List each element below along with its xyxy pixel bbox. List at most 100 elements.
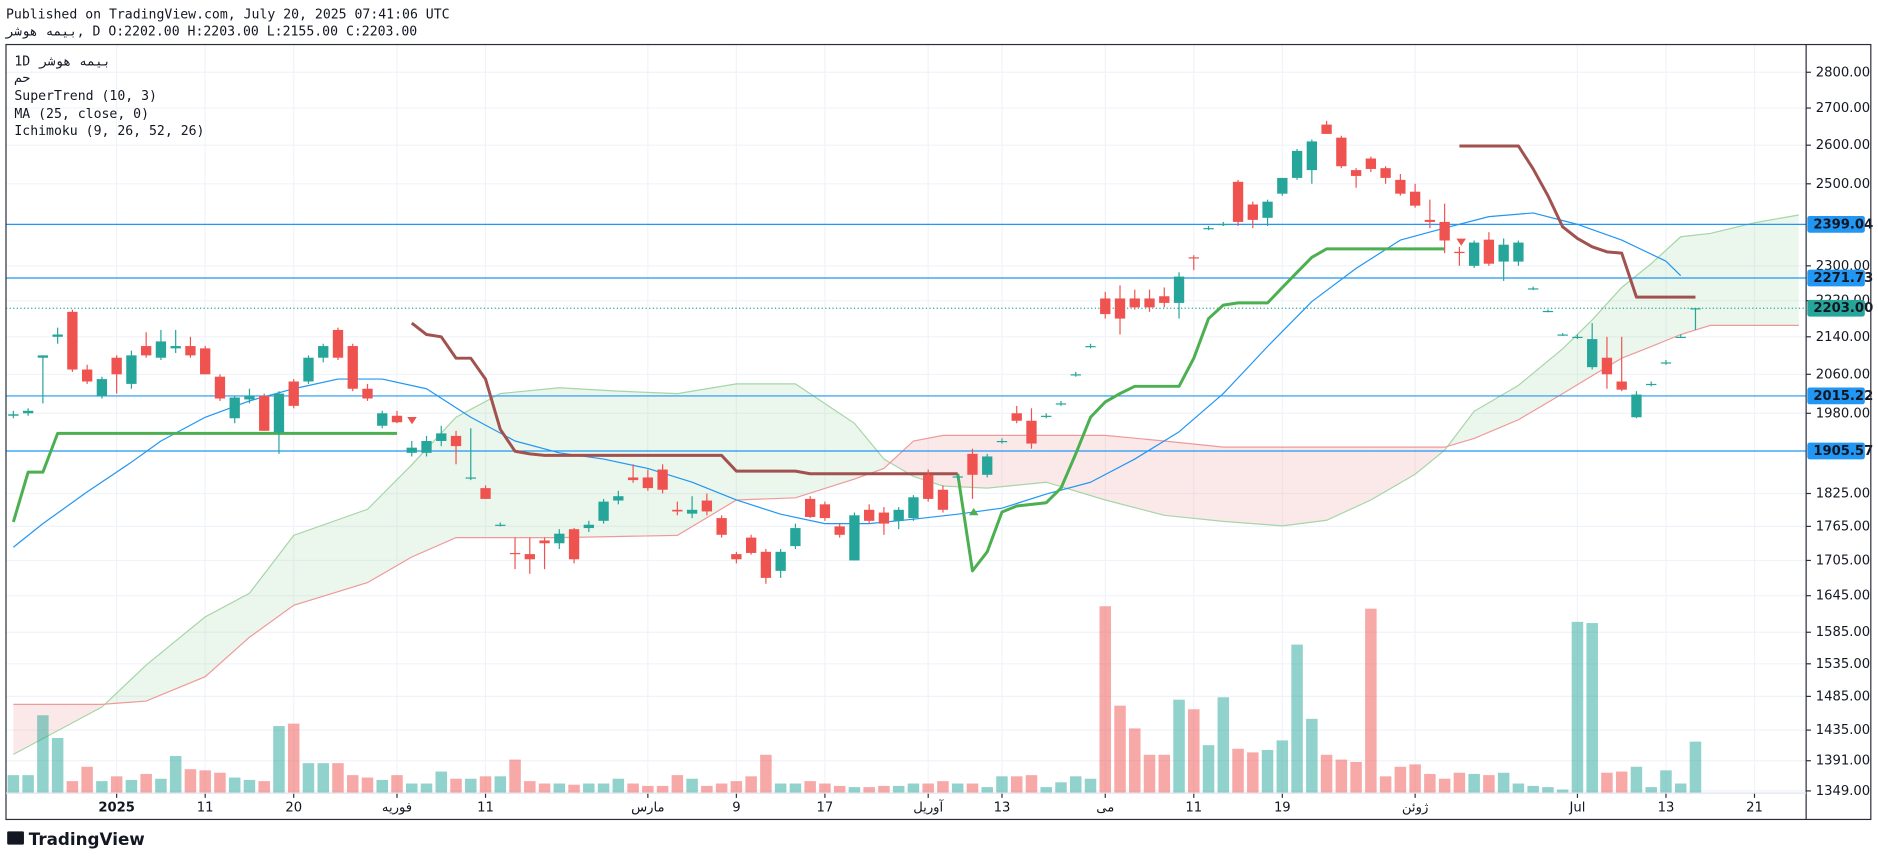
volume-bar — [420, 783, 433, 794]
candle-body — [1380, 168, 1391, 178]
volume-bar — [553, 783, 566, 794]
cloud-segment — [1651, 236, 1681, 347]
candle-body — [864, 509, 875, 521]
volume-bar — [1055, 782, 1067, 794]
candle-body — [347, 346, 358, 389]
volume-bar — [361, 777, 374, 794]
x-tick-label: آوریل — [913, 798, 944, 815]
candle-body — [421, 440, 432, 453]
volume-bar — [228, 777, 241, 794]
volume-layer — [7, 606, 1702, 794]
volume-bar — [184, 769, 197, 794]
candle-body — [450, 435, 462, 447]
cloud-segment — [1105, 435, 1165, 516]
volume-bar — [597, 783, 610, 794]
volume-bar — [435, 771, 448, 794]
candle-body — [1395, 179, 1406, 194]
volume-bar — [1335, 759, 1348, 794]
candle-layer — [8, 120, 1701, 584]
volume-bar — [1173, 699, 1185, 794]
cloud-segment — [1046, 435, 1106, 500]
volume-bar — [1497, 772, 1510, 794]
volume-bar — [37, 715, 49, 794]
cloud-segment — [1518, 348, 1563, 420]
y-tick-label: 1349.00 — [1816, 784, 1870, 799]
volume-bar — [346, 775, 359, 794]
cloud-segment — [411, 417, 457, 557]
volume-bar — [1025, 775, 1038, 794]
volume-bar — [1276, 740, 1289, 794]
candle-body — [244, 396, 255, 400]
volume-bar — [656, 785, 669, 794]
volume-bar — [833, 785, 846, 794]
x-tick-label: 9 — [732, 800, 740, 815]
candle-body — [1424, 219, 1436, 222]
published: Published on TradingView.com, July 20, 2… — [6, 8, 450, 23]
candle-body — [111, 357, 122, 375]
candle-body — [22, 410, 34, 414]
y-tick-label: 1435.00 — [1816, 723, 1870, 738]
candle-body — [1055, 403, 1067, 405]
price-label-bg — [1807, 215, 1865, 233]
symbol: رشوه همیب — [4, 24, 77, 39]
candle-body — [834, 526, 845, 535]
cloud-segment — [1680, 233, 1711, 335]
cloud-segment — [559, 387, 619, 538]
candle-body — [362, 388, 373, 399]
cloud-segment — [367, 464, 412, 583]
candle-body — [1498, 244, 1509, 262]
candle-body — [1262, 201, 1273, 218]
candle-body — [1247, 204, 1258, 220]
candle-body — [908, 497, 919, 519]
candle-body — [554, 533, 565, 544]
candle-body — [1587, 339, 1598, 368]
volume-bar — [1158, 754, 1171, 794]
candle-body — [1690, 308, 1701, 310]
candle-body — [1173, 276, 1185, 303]
volume-bar — [996, 776, 1008, 794]
candle-body — [37, 355, 49, 358]
volume-bar — [1143, 754, 1156, 794]
candle-body — [155, 341, 167, 358]
volume-bar — [1232, 748, 1244, 794]
price-label: 2271.73 — [1813, 271, 1873, 286]
legend-ma: MA (25, close, 0) — [14, 107, 149, 122]
candle-body — [1026, 420, 1037, 444]
cloud-segment — [736, 383, 796, 500]
cloud-segment — [146, 616, 206, 702]
cloud-segment — [249, 535, 294, 638]
candle-body — [568, 529, 580, 560]
volume-bar — [1586, 623, 1598, 794]
x-tick-label: مارس — [631, 800, 664, 815]
price-label: 1905.57 — [1813, 444, 1873, 459]
candle-body — [332, 329, 344, 358]
candle-body — [804, 498, 816, 517]
candle-body — [495, 524, 506, 526]
volume-bar — [937, 781, 949, 794]
volume-bar — [627, 783, 639, 794]
volume-bar — [273, 726, 285, 794]
candle-body — [1336, 137, 1347, 167]
candle-body — [1557, 334, 1568, 336]
volume-bar — [66, 781, 79, 794]
volume-bar — [878, 785, 890, 794]
cloud-segment — [942, 435, 988, 489]
ohlc: , D O:2202.00 H:2203.00 L:2155.00 C:2203… — [77, 24, 418, 39]
candle-body — [214, 376, 226, 399]
y-tick-label: 1485.00 — [1816, 689, 1870, 704]
indicator-layer — [5, 144, 1807, 573]
candle-body — [1011, 413, 1022, 421]
sell-arrow — [1456, 238, 1466, 246]
candle-body — [200, 348, 211, 375]
candle-body — [1601, 357, 1613, 375]
candle-body — [716, 518, 727, 535]
volume-bar — [169, 755, 182, 794]
legend-ichimoku: Ichimoku (9, 26, 52, 26) — [14, 124, 204, 139]
price-label: 2015.22 — [1813, 389, 1873, 404]
legend-supertrend: SuperTrend (10, 3) — [14, 89, 157, 104]
volume-bar — [22, 775, 34, 794]
frame — [5, 43, 1872, 821]
candle-body — [1631, 394, 1642, 418]
volume-bar — [583, 783, 595, 794]
candle-body — [760, 551, 772, 578]
